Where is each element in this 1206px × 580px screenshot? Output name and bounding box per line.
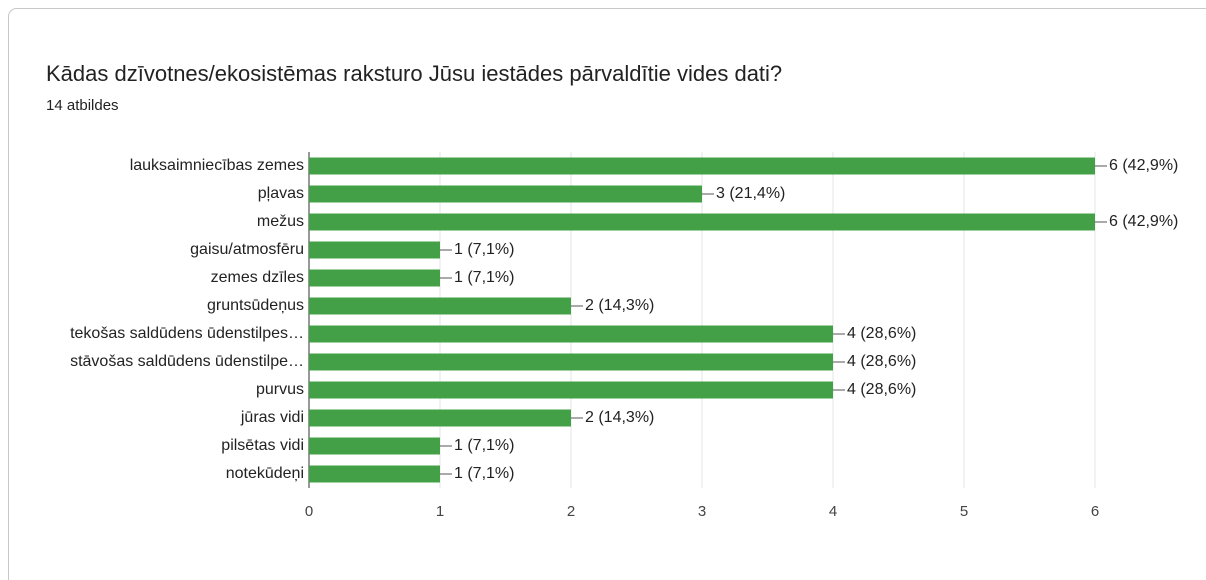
value-label: 4 (28,6%) — [847, 325, 916, 342]
value-label: 6 (42,9%) — [1109, 157, 1178, 174]
value-label: 6 (42,9%) — [1109, 213, 1178, 230]
x-tick-label: 5 — [960, 503, 968, 520]
value-label: 1 (7,1%) — [454, 465, 514, 482]
bar — [309, 297, 571, 315]
x-tick-label: 3 — [698, 503, 706, 520]
value-label: 1 (7,1%) — [454, 437, 514, 454]
y-tick-label: gruntsūdeņus — [207, 297, 304, 314]
bar — [309, 465, 440, 483]
bar — [309, 325, 833, 343]
chart-title: Kādas dzīvotnes/ekosistēmas raksturo Jūs… — [46, 61, 782, 86]
bar — [309, 381, 833, 399]
x-tick-label: 2 — [567, 503, 575, 520]
bar — [309, 157, 1095, 175]
y-tick-label: purvus — [256, 381, 304, 398]
y-tick-label: pilsētas vidi — [221, 437, 304, 454]
value-label: 2 (14,3%) — [585, 297, 654, 314]
y-tick-label: tekošas saldūdens ūdenstilpes… — [70, 325, 304, 342]
bar — [309, 241, 440, 259]
bar — [309, 213, 1095, 231]
x-tick-label: 6 — [1091, 503, 1099, 520]
y-tick-label: mežus — [257, 213, 304, 230]
bar — [309, 437, 440, 455]
bar — [309, 409, 571, 427]
y-tick-label: gaisu/atmosfēru — [190, 241, 304, 258]
x-tick-label: 1 — [436, 503, 444, 520]
value-label: 2 (14,3%) — [585, 409, 654, 426]
card — [8, 8, 1206, 580]
y-tick-label: notekūdeņi — [226, 465, 304, 482]
y-tick-label: pļavas — [258, 185, 304, 202]
value-label: 1 (7,1%) — [454, 241, 514, 258]
bar — [309, 269, 440, 287]
x-tick-label: 4 — [829, 503, 837, 520]
value-label: 4 (28,6%) — [847, 353, 916, 370]
y-tick-label: lauksaimniecības zemes — [130, 157, 304, 174]
bar — [309, 185, 702, 203]
value-label: 4 (28,6%) — [847, 381, 916, 398]
bar — [309, 353, 833, 371]
y-tick-label: jūras vidi — [240, 409, 304, 426]
y-tick-label: zemes dzīles — [211, 269, 304, 286]
value-label: 3 (21,4%) — [716, 185, 785, 202]
y-tick-label: stāvošas saldūdens ūdenstilpe… — [70, 353, 304, 370]
value-label: 1 (7,1%) — [454, 269, 514, 286]
chart-subtitle: 14 atbildes — [46, 97, 119, 114]
x-tick-label: 0 — [305, 503, 313, 520]
